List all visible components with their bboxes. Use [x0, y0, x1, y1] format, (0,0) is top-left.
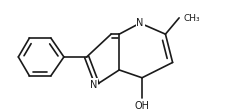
- Text: CH₃: CH₃: [183, 13, 199, 22]
- Text: N: N: [136, 18, 143, 28]
- Text: N: N: [89, 79, 97, 89]
- Text: OH: OH: [134, 100, 149, 110]
